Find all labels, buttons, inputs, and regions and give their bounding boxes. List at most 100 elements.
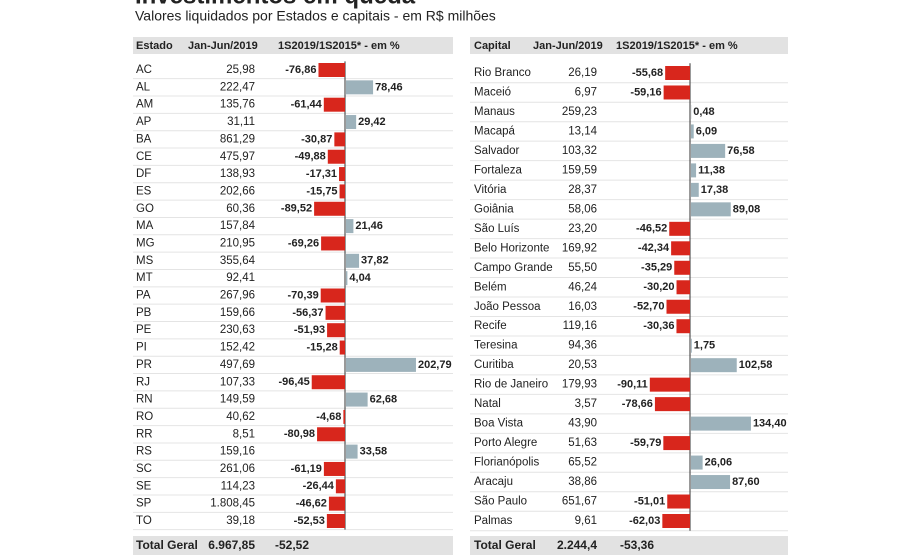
header-bg bbox=[133, 37, 453, 54]
row-name: Fortaleza bbox=[474, 164, 523, 176]
row-name: DF bbox=[136, 168, 151, 180]
bar bbox=[691, 475, 731, 490]
amount: 135,76 bbox=[220, 99, 255, 111]
row-name: João Pessoa bbox=[474, 301, 541, 313]
amount: 23,20 bbox=[568, 223, 597, 235]
value-label: -62,03 bbox=[629, 515, 660, 527]
value-label: 37,82 bbox=[361, 255, 389, 267]
bar bbox=[691, 202, 731, 217]
total-label: Total Geral bbox=[474, 538, 536, 552]
row-name: Macapá bbox=[474, 125, 516, 137]
bar bbox=[320, 288, 345, 303]
amount: 46,24 bbox=[568, 281, 597, 293]
amount: 20,53 bbox=[568, 359, 597, 371]
value-label: -30,36 bbox=[643, 320, 674, 332]
bar bbox=[334, 132, 345, 147]
title: Investimentos em queda bbox=[135, 0, 416, 9]
value-label: 89,08 bbox=[733, 203, 761, 215]
amount: 159,66 bbox=[220, 307, 255, 319]
amount: 16,03 bbox=[568, 301, 597, 313]
value-label: -69,26 bbox=[288, 237, 319, 249]
value-label: 62,68 bbox=[370, 393, 398, 405]
bar bbox=[346, 115, 357, 130]
value-label: 33,58 bbox=[360, 446, 388, 458]
row-name: AM bbox=[136, 99, 153, 111]
bar bbox=[328, 496, 345, 511]
bar bbox=[339, 184, 345, 199]
bar bbox=[346, 444, 358, 459]
bar bbox=[663, 85, 690, 100]
amount: 261,06 bbox=[220, 463, 255, 475]
row-name: RJ bbox=[136, 376, 150, 388]
header: 1S2019/1S2015* - em % bbox=[616, 40, 738, 52]
amount: 60,36 bbox=[226, 203, 255, 215]
bar bbox=[346, 392, 368, 407]
amount: 119,16 bbox=[563, 320, 597, 332]
value-label: 6,09 bbox=[696, 125, 717, 137]
total-bg bbox=[470, 536, 788, 555]
value-label: -96,45 bbox=[279, 376, 310, 388]
value-label: 11,38 bbox=[698, 164, 725, 176]
value-label: 4,04 bbox=[349, 272, 371, 284]
bar bbox=[346, 357, 416, 372]
value-label: -42,34 bbox=[638, 242, 670, 254]
row-name: TO bbox=[136, 515, 152, 527]
value-label: -78,66 bbox=[622, 398, 653, 410]
value-label: 202,79 bbox=[418, 359, 452, 371]
bar bbox=[691, 455, 703, 470]
value-label: -35,29 bbox=[641, 262, 672, 274]
header-bg bbox=[470, 37, 788, 54]
amount: 152,42 bbox=[220, 342, 255, 354]
bar bbox=[311, 375, 345, 390]
row-name: Belo Horizonte bbox=[474, 242, 549, 254]
row-name: Campo Grande bbox=[474, 262, 553, 274]
amount: 65,52 bbox=[568, 457, 597, 469]
row-name: Salvador bbox=[474, 145, 520, 157]
bar bbox=[321, 236, 345, 251]
amount: 40,62 bbox=[226, 411, 255, 423]
bar bbox=[671, 241, 690, 256]
row-name: Aracaju bbox=[474, 476, 513, 488]
value-label: -30,20 bbox=[643, 281, 674, 293]
row-name: Florianópolis bbox=[474, 457, 539, 469]
row-name: PR bbox=[136, 359, 152, 371]
amount: 475,97 bbox=[220, 151, 255, 163]
amount: 861,29 bbox=[220, 133, 255, 145]
bar bbox=[346, 271, 348, 286]
bar bbox=[691, 124, 694, 139]
row-name: MT bbox=[136, 272, 153, 284]
row-name: Maceió bbox=[474, 87, 511, 99]
value-label: -46,52 bbox=[636, 223, 667, 235]
amount: 55,50 bbox=[568, 262, 597, 274]
value-label: -59,79 bbox=[630, 437, 661, 449]
amount: 6,97 bbox=[575, 87, 597, 99]
bar bbox=[323, 97, 345, 112]
header: Estado bbox=[136, 40, 173, 52]
bar bbox=[327, 149, 345, 164]
row-name: Curitiba bbox=[474, 359, 514, 371]
amount: 355,64 bbox=[220, 255, 256, 267]
bar bbox=[667, 494, 690, 509]
bar bbox=[691, 416, 751, 431]
header: Jan-Jun/2019 bbox=[533, 40, 603, 52]
total-label: Total Geral bbox=[136, 538, 198, 552]
total-change: -53,36 bbox=[620, 538, 654, 552]
value-label: -15,75 bbox=[306, 185, 337, 197]
value-label: -89,52 bbox=[281, 203, 312, 215]
value-label: -51,01 bbox=[634, 495, 665, 507]
row-name: MG bbox=[136, 237, 155, 249]
value-label: -52,53 bbox=[294, 515, 325, 527]
row-name: RS bbox=[136, 446, 152, 458]
row-name: Rio de Janeiro bbox=[474, 379, 548, 391]
row-name: ES bbox=[136, 185, 152, 197]
row-name: AP bbox=[136, 116, 152, 128]
row-name: Recife bbox=[474, 320, 507, 332]
value-label: -49,88 bbox=[295, 151, 326, 163]
amount: 179,93 bbox=[562, 379, 597, 391]
row-name: São Paulo bbox=[474, 496, 527, 508]
bar bbox=[691, 182, 699, 197]
value-label: -61,19 bbox=[291, 463, 322, 475]
value-label: 87,60 bbox=[732, 476, 760, 488]
row-name: SE bbox=[136, 480, 152, 492]
